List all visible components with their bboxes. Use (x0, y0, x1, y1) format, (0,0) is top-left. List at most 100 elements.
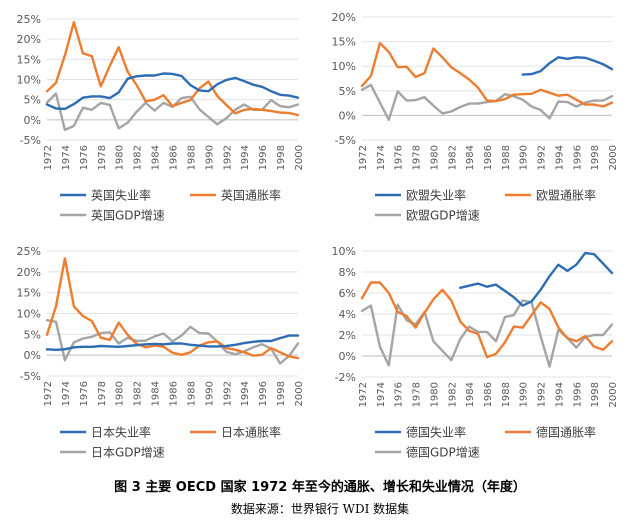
x-tick-label: 1996 (572, 145, 583, 170)
x-tick-label: 1994 (240, 145, 251, 170)
x-tick-label: 1986 (483, 145, 494, 170)
x-tick-label: 1988 (186, 381, 197, 406)
x-tick-label: 1986 (483, 382, 494, 407)
x-tick-label: 1982 (133, 381, 144, 406)
y-tick-label: 0% (24, 114, 41, 127)
x-tick-label: 1982 (447, 145, 458, 170)
legend-label: 英国失业率 (91, 188, 151, 203)
y-tick-label: 4% (339, 308, 356, 321)
x-tick-label: 1992 (222, 381, 233, 406)
x-tick-label: 1980 (429, 382, 440, 407)
x-tick-label: 1980 (429, 145, 440, 170)
y-tick-label: 5% (24, 94, 41, 107)
legend-label: 日本GDP增速 (91, 446, 165, 460)
x-tick-label: 1982 (447, 382, 458, 407)
x-tick-label: 1978 (97, 145, 108, 170)
x-tick-label: 1988 (501, 145, 512, 170)
y-tick-label: 20% (17, 33, 41, 46)
x-tick-label: 1972 (43, 381, 54, 406)
x-tick-label: 1992 (222, 145, 233, 170)
y-tick-label: 10% (17, 74, 41, 87)
legend-label: 英国通胀率 (221, 188, 281, 203)
y-tick-label: 10% (332, 60, 356, 73)
x-tick-label: 2000 (608, 145, 619, 170)
x-tick-label: 1994 (554, 145, 565, 170)
x-tick-label: 1974 (376, 382, 387, 407)
x-tick-label: 1996 (258, 145, 269, 170)
y-tick-label: 5% (24, 328, 41, 341)
x-tick-label: 1998 (590, 382, 601, 407)
x-tick-label: 1998 (276, 381, 287, 406)
y-tick-label: 8% (339, 266, 356, 279)
y-tick-label: 20% (17, 266, 41, 279)
x-tick-label: 1984 (465, 145, 476, 170)
x-tick-label: 1996 (572, 382, 583, 407)
x-tick-label: 1994 (554, 382, 565, 407)
x-tick-label: 1972 (43, 145, 54, 170)
legend-label: 欧盟失业率 (406, 188, 466, 203)
chart-panel-3: -5% 0% 5% 10% 15% 20% 25% 1972 1974 1976 1978 1980 1… (17, 245, 305, 460)
y-tick-label: 20% (332, 11, 356, 24)
legend-label: 德国通胀率 (536, 425, 596, 440)
legend-label: 日本通胀率 (221, 425, 281, 440)
x-tick-label: 1996 (258, 381, 269, 406)
legend-label: 欧盟通胀率 (536, 188, 596, 203)
legend-label: 英国GDP增速 (91, 209, 165, 223)
x-tick-label: 1972 (358, 145, 369, 170)
x-tick-label: 1990 (204, 381, 215, 406)
series-line (521, 56, 614, 76)
x-tick-label: 1974 (61, 381, 72, 406)
x-tick-label: 1978 (97, 381, 108, 406)
x-tick-label: 1974 (376, 145, 387, 170)
x-tick-label: 1990 (204, 145, 215, 170)
series-line (45, 257, 300, 360)
x-tick-label: 1976 (394, 145, 405, 170)
series-line (45, 319, 300, 365)
y-tick-label: -2% (335, 371, 356, 384)
x-tick-label: 1986 (169, 145, 180, 170)
series-line (45, 72, 300, 111)
x-tick-label: 2000 (294, 381, 305, 406)
legend-label: 欧盟GDP增速 (406, 209, 480, 223)
y-tick-label: 6% (339, 287, 356, 300)
legend-label: 德国失业率 (406, 425, 466, 440)
x-tick-label: 2000 (294, 145, 305, 170)
x-tick-label: 1984 (151, 145, 162, 170)
x-tick-label: 1972 (358, 382, 369, 407)
x-tick-label: 1976 (79, 145, 90, 170)
x-tick-label: 1978 (412, 145, 423, 170)
series-line (360, 41, 614, 108)
legend-label: 德国GDP增速 (406, 445, 480, 460)
y-tick-label: -5% (335, 134, 356, 147)
charts-canvas: -5% 0% 5% 10% 15% 20% 25% 1972 1974 1976 1978 1980 1… (17, 11, 619, 460)
x-tick-label: 1982 (133, 145, 144, 170)
x-tick-label: 1978 (412, 382, 423, 407)
x-tick-label: 1988 (501, 382, 512, 407)
chart-panel-4: -2% 0% 2% 4% 6% 8% 10% 1972 1974 1976 1978 1980 1982… (332, 245, 619, 460)
x-tick-label: 1994 (240, 381, 251, 406)
x-tick-label: 1976 (394, 382, 405, 407)
series-line (45, 334, 300, 351)
chart-panel-1: -5% 0% 5% 10% 15% 20% 25% 1972 1974 1976 1978 1980 1… (17, 13, 305, 223)
x-tick-label: 1980 (115, 145, 126, 170)
y-tick-label: 25% (17, 245, 41, 258)
series-line (45, 21, 300, 117)
x-tick-label: 1990 (519, 145, 530, 170)
x-tick-label: 1998 (590, 145, 601, 170)
series-line (459, 251, 614, 307)
x-tick-label: 1974 (61, 145, 72, 170)
x-tick-label: 1984 (465, 382, 476, 407)
figure-caption: 图 3 主要 OECD 国家 1972 年至今的通胀、增长和失业情况（年度） (114, 480, 526, 495)
y-tick-label: -5% (20, 370, 41, 383)
x-tick-label: 1992 (537, 382, 548, 407)
legend-label: 日本失业率 (91, 425, 151, 440)
y-tick-label: 15% (332, 36, 356, 49)
x-tick-label: 1992 (537, 145, 548, 170)
y-tick-label: 0% (339, 109, 356, 122)
x-tick-label: 1984 (151, 381, 162, 406)
chart-panel-2: -5% 0% 5% 10% 15% 20% 1972 1974 1976 1978 1980 1982… (332, 11, 619, 223)
series-line (360, 83, 614, 121)
y-tick-label: 0% (339, 350, 356, 363)
y-tick-label: 15% (17, 53, 41, 66)
x-tick-label: 1986 (169, 381, 180, 406)
